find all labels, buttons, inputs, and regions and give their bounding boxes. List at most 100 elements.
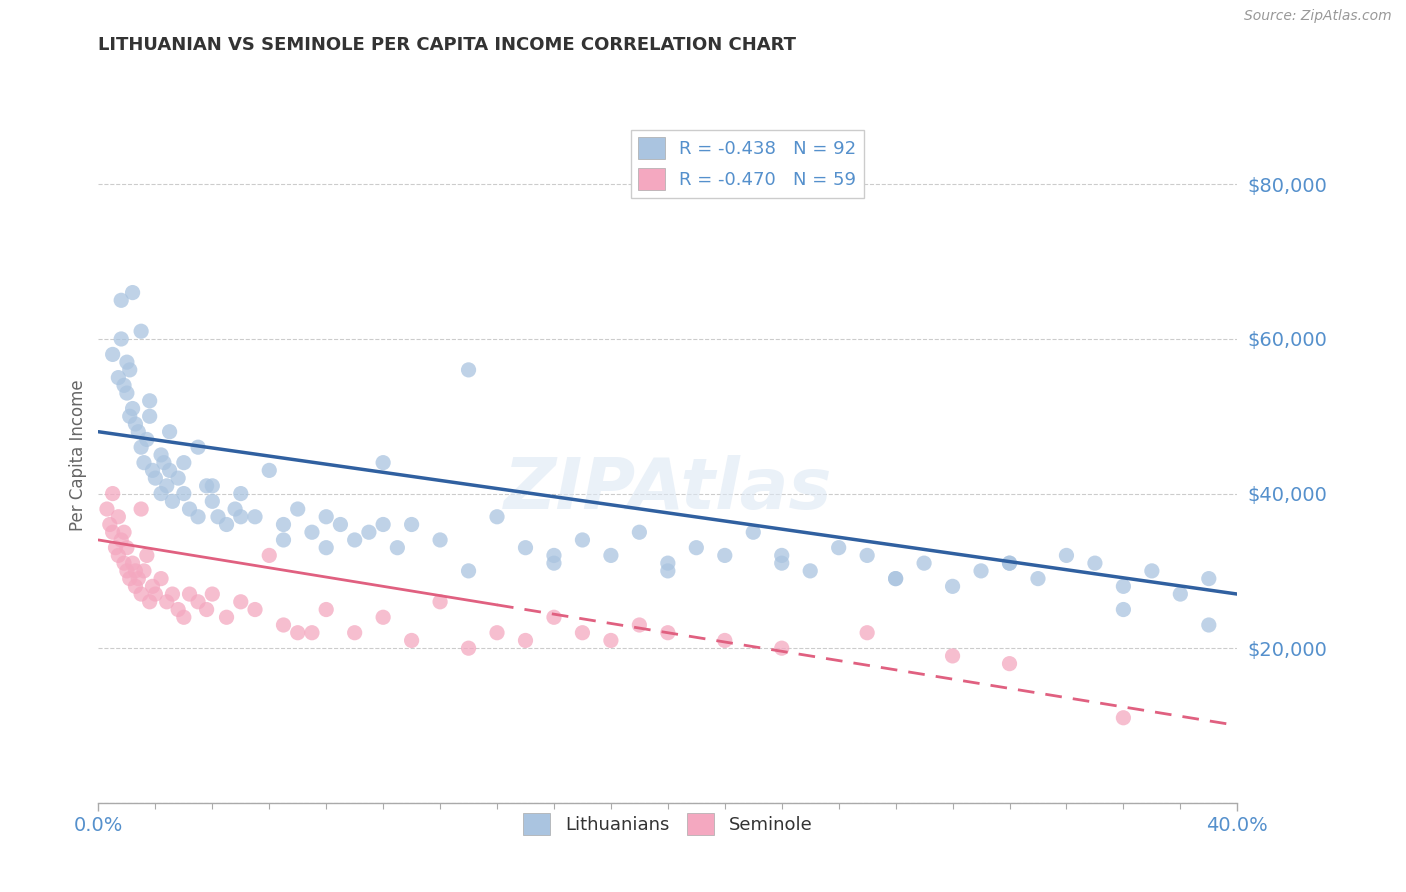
Point xyxy=(1056,549,1078,563)
Point xyxy=(970,564,993,578)
Point xyxy=(1198,618,1220,632)
Point xyxy=(201,494,224,508)
Point xyxy=(101,525,124,540)
Point xyxy=(543,556,565,570)
Point xyxy=(150,448,173,462)
Point xyxy=(207,509,229,524)
Point xyxy=(167,602,190,616)
Legend: Lithuanians, Seminole: Lithuanians, Seminole xyxy=(516,806,820,842)
Point xyxy=(1112,711,1135,725)
Point xyxy=(156,595,179,609)
Point xyxy=(714,549,737,563)
Point xyxy=(124,564,146,578)
Point xyxy=(401,517,423,532)
Point xyxy=(107,509,129,524)
Point xyxy=(429,533,451,547)
Point xyxy=(685,541,707,555)
Y-axis label: Per Capita Income: Per Capita Income xyxy=(69,379,87,531)
Point xyxy=(387,541,409,555)
Point xyxy=(187,509,209,524)
Point xyxy=(884,572,907,586)
Point xyxy=(628,525,651,540)
Point xyxy=(373,610,395,624)
Point xyxy=(141,579,163,593)
Point xyxy=(98,517,121,532)
Point xyxy=(141,463,163,477)
Point xyxy=(118,363,141,377)
Point xyxy=(742,525,765,540)
Point xyxy=(121,556,143,570)
Point xyxy=(828,541,851,555)
Point xyxy=(543,549,565,563)
Point xyxy=(1198,572,1220,586)
Point xyxy=(600,549,623,563)
Point xyxy=(1170,587,1192,601)
Point xyxy=(942,648,965,663)
Point xyxy=(515,541,537,555)
Text: Source: ZipAtlas.com: Source: ZipAtlas.com xyxy=(1244,9,1392,23)
Point xyxy=(150,486,173,500)
Point xyxy=(301,525,323,540)
Point xyxy=(173,486,195,500)
Text: LITHUANIAN VS SEMINOLE PER CAPITA INCOME CORRELATION CHART: LITHUANIAN VS SEMINOLE PER CAPITA INCOME… xyxy=(98,36,796,54)
Point xyxy=(110,332,132,346)
Point xyxy=(96,502,118,516)
Point xyxy=(112,378,135,392)
Point xyxy=(401,633,423,648)
Point xyxy=(115,564,138,578)
Point xyxy=(243,509,266,524)
Point xyxy=(124,579,146,593)
Point xyxy=(856,549,879,563)
Point xyxy=(118,572,141,586)
Point xyxy=(162,494,184,508)
Point xyxy=(145,587,167,601)
Point xyxy=(162,587,184,601)
Point xyxy=(156,479,179,493)
Point xyxy=(132,564,155,578)
Point xyxy=(373,517,395,532)
Point xyxy=(657,625,679,640)
Point xyxy=(201,479,224,493)
Point xyxy=(229,595,252,609)
Point xyxy=(486,509,509,524)
Point xyxy=(101,486,124,500)
Point xyxy=(115,355,138,369)
Point xyxy=(543,610,565,624)
Point xyxy=(107,549,129,563)
Point xyxy=(329,517,352,532)
Point xyxy=(135,433,157,447)
Point xyxy=(187,440,209,454)
Point xyxy=(714,633,737,648)
Point xyxy=(229,509,252,524)
Point xyxy=(600,633,623,648)
Point xyxy=(179,587,201,601)
Point xyxy=(229,486,252,500)
Point xyxy=(657,564,679,578)
Point xyxy=(112,525,135,540)
Point xyxy=(998,657,1021,671)
Point xyxy=(998,556,1021,570)
Point xyxy=(173,610,195,624)
Point xyxy=(273,533,295,547)
Point xyxy=(138,595,160,609)
Point xyxy=(486,625,509,640)
Point xyxy=(124,417,146,431)
Point xyxy=(138,393,160,408)
Point xyxy=(129,440,152,454)
Point xyxy=(457,564,479,578)
Point xyxy=(357,525,380,540)
Point xyxy=(373,456,395,470)
Point xyxy=(657,556,679,570)
Point xyxy=(127,425,149,439)
Point xyxy=(179,502,201,516)
Point xyxy=(121,285,143,300)
Point xyxy=(195,602,218,616)
Point xyxy=(159,425,181,439)
Point xyxy=(856,625,879,640)
Point xyxy=(457,363,479,377)
Point xyxy=(129,502,152,516)
Point xyxy=(153,456,176,470)
Point xyxy=(110,293,132,308)
Point xyxy=(315,602,337,616)
Point xyxy=(115,386,138,401)
